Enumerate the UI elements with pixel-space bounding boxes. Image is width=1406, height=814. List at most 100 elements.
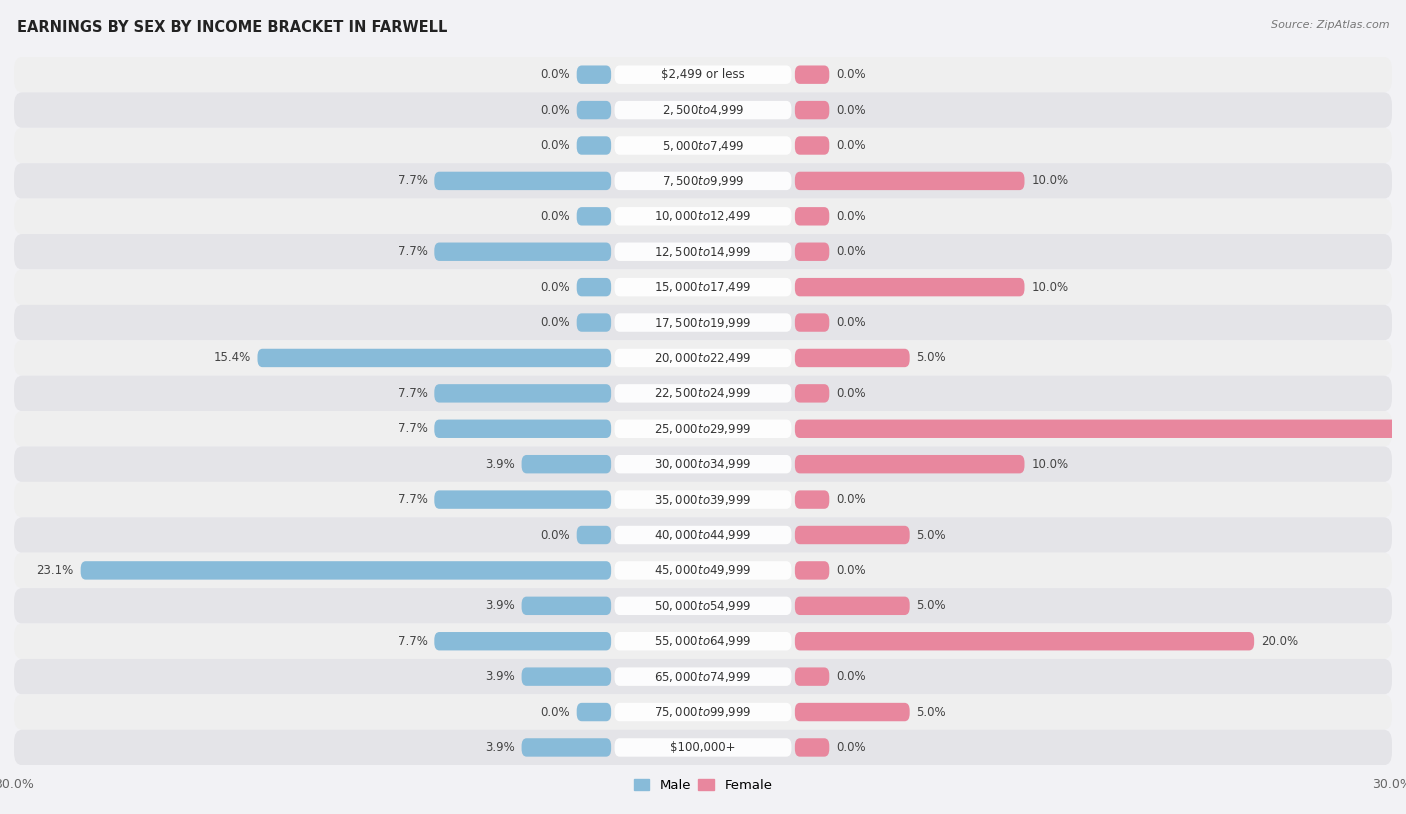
Text: 0.0%: 0.0% bbox=[837, 564, 866, 577]
FancyBboxPatch shape bbox=[614, 172, 792, 190]
FancyBboxPatch shape bbox=[14, 57, 1392, 92]
Text: 0.0%: 0.0% bbox=[540, 139, 569, 152]
FancyBboxPatch shape bbox=[794, 632, 1254, 650]
Text: 3.9%: 3.9% bbox=[485, 741, 515, 754]
Text: $40,000 to $44,999: $40,000 to $44,999 bbox=[654, 528, 752, 542]
Text: 5.0%: 5.0% bbox=[917, 599, 946, 612]
Text: 5.0%: 5.0% bbox=[917, 352, 946, 365]
FancyBboxPatch shape bbox=[794, 384, 830, 403]
FancyBboxPatch shape bbox=[614, 313, 792, 332]
Text: $45,000 to $49,999: $45,000 to $49,999 bbox=[654, 563, 752, 577]
FancyBboxPatch shape bbox=[794, 348, 910, 367]
FancyBboxPatch shape bbox=[14, 482, 1392, 518]
FancyBboxPatch shape bbox=[434, 243, 612, 261]
Text: 7.7%: 7.7% bbox=[398, 422, 427, 435]
Text: $25,000 to $29,999: $25,000 to $29,999 bbox=[654, 422, 752, 435]
Text: Source: ZipAtlas.com: Source: ZipAtlas.com bbox=[1271, 20, 1389, 30]
FancyBboxPatch shape bbox=[14, 304, 1392, 340]
FancyBboxPatch shape bbox=[14, 375, 1392, 411]
Text: 0.0%: 0.0% bbox=[540, 706, 569, 719]
Text: $22,500 to $24,999: $22,500 to $24,999 bbox=[654, 387, 752, 400]
FancyBboxPatch shape bbox=[614, 207, 792, 225]
FancyBboxPatch shape bbox=[14, 659, 1392, 694]
Text: 20.0%: 20.0% bbox=[1261, 635, 1298, 648]
FancyBboxPatch shape bbox=[14, 163, 1392, 199]
FancyBboxPatch shape bbox=[434, 384, 612, 403]
Text: 3.9%: 3.9% bbox=[485, 599, 515, 612]
FancyBboxPatch shape bbox=[614, 632, 792, 650]
FancyBboxPatch shape bbox=[522, 597, 612, 615]
FancyBboxPatch shape bbox=[614, 65, 792, 84]
Text: $75,000 to $99,999: $75,000 to $99,999 bbox=[654, 705, 752, 719]
FancyBboxPatch shape bbox=[14, 92, 1392, 128]
Text: 10.0%: 10.0% bbox=[1032, 174, 1069, 187]
Text: 0.0%: 0.0% bbox=[837, 68, 866, 81]
Text: 10.0%: 10.0% bbox=[1032, 281, 1069, 294]
FancyBboxPatch shape bbox=[434, 419, 612, 438]
FancyBboxPatch shape bbox=[576, 278, 612, 296]
Text: 7.7%: 7.7% bbox=[398, 174, 427, 187]
FancyBboxPatch shape bbox=[14, 269, 1392, 304]
FancyBboxPatch shape bbox=[80, 561, 612, 580]
Text: 0.0%: 0.0% bbox=[837, 103, 866, 116]
Text: 0.0%: 0.0% bbox=[837, 741, 866, 754]
Text: 0.0%: 0.0% bbox=[837, 210, 866, 223]
Text: 0.0%: 0.0% bbox=[540, 210, 569, 223]
Text: $20,000 to $22,499: $20,000 to $22,499 bbox=[654, 351, 752, 365]
Text: 0.0%: 0.0% bbox=[837, 493, 866, 506]
Text: $55,000 to $64,999: $55,000 to $64,999 bbox=[654, 634, 752, 648]
FancyBboxPatch shape bbox=[614, 667, 792, 686]
FancyBboxPatch shape bbox=[794, 597, 910, 615]
Text: $2,500 to $4,999: $2,500 to $4,999 bbox=[662, 103, 744, 117]
FancyBboxPatch shape bbox=[794, 561, 830, 580]
FancyBboxPatch shape bbox=[14, 234, 1392, 269]
FancyBboxPatch shape bbox=[14, 199, 1392, 234]
Text: $30,000 to $34,999: $30,000 to $34,999 bbox=[654, 457, 752, 471]
FancyBboxPatch shape bbox=[14, 128, 1392, 163]
FancyBboxPatch shape bbox=[522, 738, 612, 757]
Text: 0.0%: 0.0% bbox=[540, 68, 569, 81]
FancyBboxPatch shape bbox=[614, 419, 792, 438]
FancyBboxPatch shape bbox=[14, 588, 1392, 624]
Text: 5.0%: 5.0% bbox=[917, 528, 946, 541]
Text: 0.0%: 0.0% bbox=[540, 528, 569, 541]
Text: $65,000 to $74,999: $65,000 to $74,999 bbox=[654, 670, 752, 684]
Text: 3.9%: 3.9% bbox=[485, 670, 515, 683]
Text: $12,500 to $14,999: $12,500 to $14,999 bbox=[654, 245, 752, 259]
Text: 0.0%: 0.0% bbox=[540, 103, 569, 116]
FancyBboxPatch shape bbox=[522, 667, 612, 686]
FancyBboxPatch shape bbox=[794, 702, 910, 721]
FancyBboxPatch shape bbox=[794, 667, 830, 686]
Text: 0.0%: 0.0% bbox=[540, 281, 569, 294]
Text: 23.1%: 23.1% bbox=[37, 564, 73, 577]
FancyBboxPatch shape bbox=[614, 101, 792, 120]
FancyBboxPatch shape bbox=[576, 526, 612, 545]
FancyBboxPatch shape bbox=[14, 624, 1392, 659]
FancyBboxPatch shape bbox=[576, 65, 612, 84]
Text: $15,000 to $17,499: $15,000 to $17,499 bbox=[654, 280, 752, 294]
Text: 10.0%: 10.0% bbox=[1032, 457, 1069, 470]
FancyBboxPatch shape bbox=[794, 313, 830, 332]
Text: $100,000+: $100,000+ bbox=[671, 741, 735, 754]
FancyBboxPatch shape bbox=[576, 207, 612, 225]
FancyBboxPatch shape bbox=[794, 172, 1025, 190]
Text: 0.0%: 0.0% bbox=[837, 316, 866, 329]
Text: 15.4%: 15.4% bbox=[214, 352, 250, 365]
FancyBboxPatch shape bbox=[614, 243, 792, 261]
FancyBboxPatch shape bbox=[14, 553, 1392, 588]
Text: $50,000 to $54,999: $50,000 to $54,999 bbox=[654, 599, 752, 613]
FancyBboxPatch shape bbox=[614, 702, 792, 721]
Text: $10,000 to $12,499: $10,000 to $12,499 bbox=[654, 209, 752, 223]
FancyBboxPatch shape bbox=[794, 207, 830, 225]
FancyBboxPatch shape bbox=[614, 384, 792, 403]
FancyBboxPatch shape bbox=[614, 278, 792, 296]
FancyBboxPatch shape bbox=[794, 738, 830, 757]
Text: 7.7%: 7.7% bbox=[398, 635, 427, 648]
FancyBboxPatch shape bbox=[794, 455, 1025, 474]
FancyBboxPatch shape bbox=[576, 313, 612, 332]
FancyBboxPatch shape bbox=[794, 101, 830, 120]
FancyBboxPatch shape bbox=[794, 419, 1406, 438]
FancyBboxPatch shape bbox=[257, 348, 612, 367]
FancyBboxPatch shape bbox=[794, 278, 1025, 296]
Text: 7.7%: 7.7% bbox=[398, 245, 427, 258]
